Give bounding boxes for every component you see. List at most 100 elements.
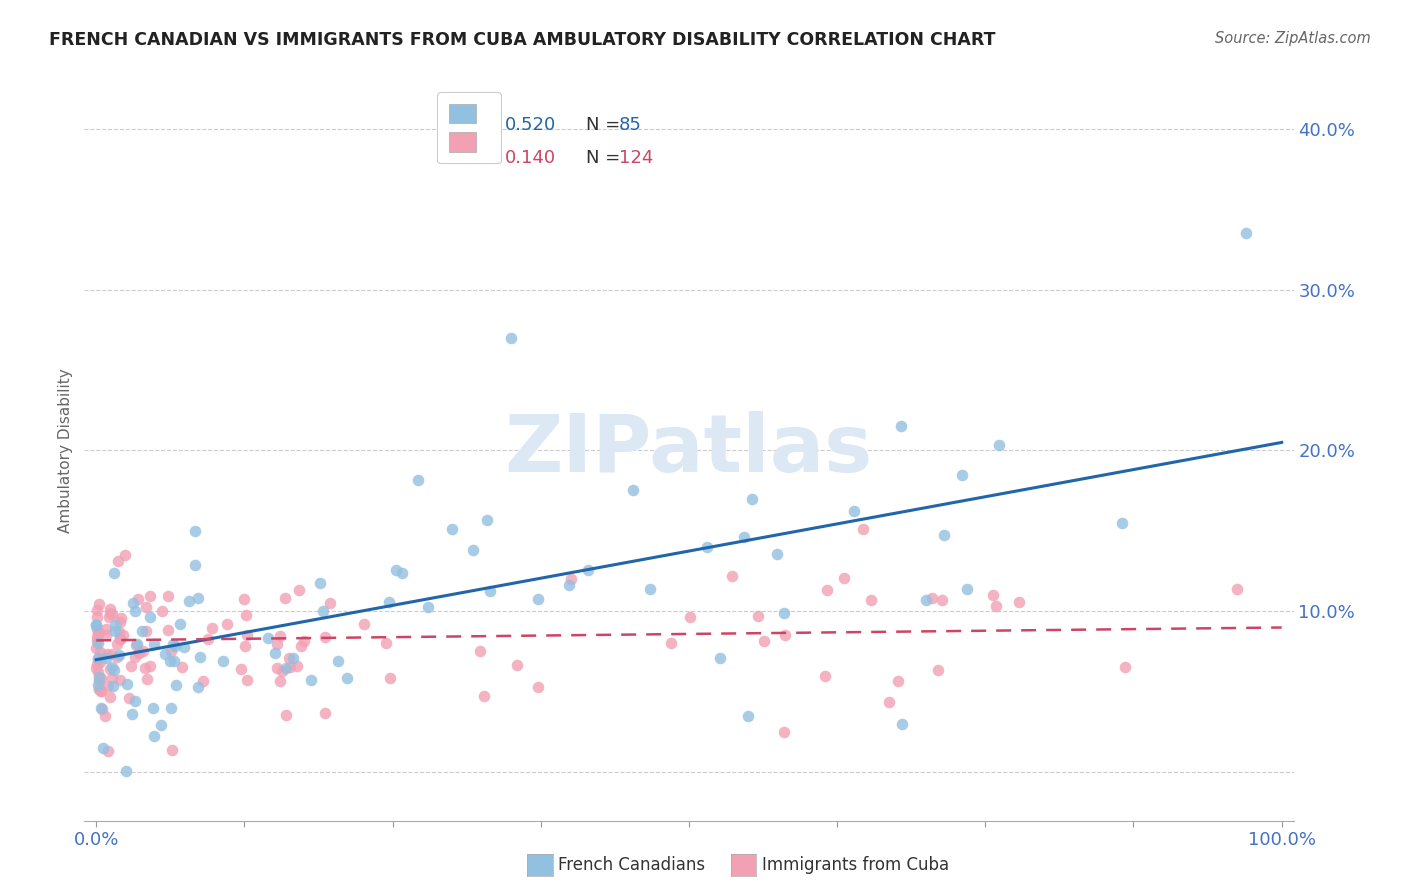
Point bbox=[890, 419, 912, 434]
Point bbox=[314, 630, 336, 644]
Point bbox=[621, 483, 644, 497]
Point bbox=[169, 617, 191, 632]
Point bbox=[98, 690, 121, 704]
Point bbox=[86, 657, 108, 671]
Point bbox=[276, 661, 298, 675]
Text: Source: ZipAtlas.com: Source: ZipAtlas.com bbox=[1215, 31, 1371, 46]
Point bbox=[114, 548, 136, 562]
Point bbox=[107, 554, 129, 568]
Point bbox=[124, 638, 146, 652]
Point bbox=[560, 572, 582, 586]
Point bbox=[720, 569, 742, 583]
Point bbox=[191, 674, 214, 689]
Text: ZIPatlas: ZIPatlas bbox=[505, 411, 873, 490]
Point bbox=[479, 583, 502, 598]
Text: 0.520: 0.520 bbox=[505, 116, 557, 134]
Point bbox=[89, 655, 111, 669]
Point bbox=[187, 591, 209, 605]
Point bbox=[981, 588, 1004, 602]
Point bbox=[1111, 516, 1133, 531]
Point bbox=[101, 647, 124, 661]
Point bbox=[842, 504, 865, 518]
Point bbox=[173, 640, 195, 654]
Point bbox=[84, 618, 107, 632]
Point bbox=[235, 608, 257, 623]
Point bbox=[679, 609, 702, 624]
Point bbox=[142, 701, 165, 715]
Point bbox=[160, 743, 183, 757]
Point bbox=[135, 624, 157, 639]
Point bbox=[121, 595, 143, 609]
Text: R =: R = bbox=[468, 116, 502, 134]
Point bbox=[134, 661, 156, 675]
Point bbox=[142, 729, 165, 743]
Point bbox=[108, 615, 131, 629]
Point bbox=[197, 632, 219, 646]
Point bbox=[90, 684, 112, 698]
Point bbox=[90, 684, 112, 698]
Point bbox=[101, 660, 124, 674]
Point bbox=[96, 647, 118, 661]
Point bbox=[815, 583, 838, 598]
Point bbox=[773, 606, 796, 620]
Point bbox=[111, 628, 134, 642]
Point bbox=[406, 473, 429, 487]
Point bbox=[891, 717, 914, 731]
Point bbox=[87, 626, 110, 640]
Point bbox=[98, 601, 121, 615]
Point bbox=[285, 658, 308, 673]
Point bbox=[115, 677, 138, 691]
Point bbox=[149, 718, 172, 732]
Point bbox=[1008, 595, 1031, 609]
Point bbox=[308, 575, 330, 590]
Text: Immigrants from Cuba: Immigrants from Cuba bbox=[762, 856, 949, 874]
Point bbox=[766, 547, 789, 561]
Point bbox=[375, 636, 398, 650]
Point bbox=[527, 591, 550, 606]
Point bbox=[165, 639, 187, 653]
Point bbox=[98, 662, 121, 676]
Point bbox=[98, 606, 121, 620]
Point bbox=[1226, 582, 1249, 596]
Point bbox=[86, 622, 108, 636]
Point bbox=[696, 540, 718, 554]
Point bbox=[87, 597, 110, 611]
Point bbox=[100, 607, 122, 621]
Point bbox=[301, 673, 323, 688]
Text: N =: N = bbox=[586, 116, 620, 134]
Point bbox=[97, 610, 120, 624]
Point bbox=[988, 438, 1011, 452]
Point bbox=[91, 833, 114, 847]
Point bbox=[270, 665, 292, 679]
Point bbox=[921, 591, 943, 606]
Point bbox=[87, 673, 110, 688]
Point bbox=[773, 724, 796, 739]
Point bbox=[186, 681, 208, 695]
Point bbox=[201, 621, 224, 635]
Point bbox=[156, 624, 179, 638]
Point bbox=[108, 632, 131, 646]
Point bbox=[138, 610, 160, 624]
Point bbox=[104, 624, 127, 638]
Point bbox=[526, 681, 548, 695]
Point bbox=[290, 639, 312, 653]
Point bbox=[108, 673, 131, 687]
Point bbox=[121, 706, 143, 721]
Point bbox=[170, 659, 193, 673]
Text: 0.140: 0.140 bbox=[505, 149, 557, 167]
Point bbox=[139, 659, 162, 673]
Point bbox=[132, 644, 155, 658]
Point bbox=[336, 671, 359, 685]
Point bbox=[184, 524, 207, 539]
Point bbox=[124, 604, 146, 618]
Text: R =: R = bbox=[468, 149, 502, 167]
Point bbox=[952, 468, 974, 483]
Point bbox=[127, 592, 149, 607]
Point bbox=[86, 617, 108, 632]
Point bbox=[314, 706, 336, 721]
Point bbox=[263, 646, 285, 660]
Point bbox=[859, 593, 882, 607]
Text: 85: 85 bbox=[619, 116, 641, 134]
Point bbox=[87, 651, 110, 665]
Point bbox=[775, 628, 797, 642]
